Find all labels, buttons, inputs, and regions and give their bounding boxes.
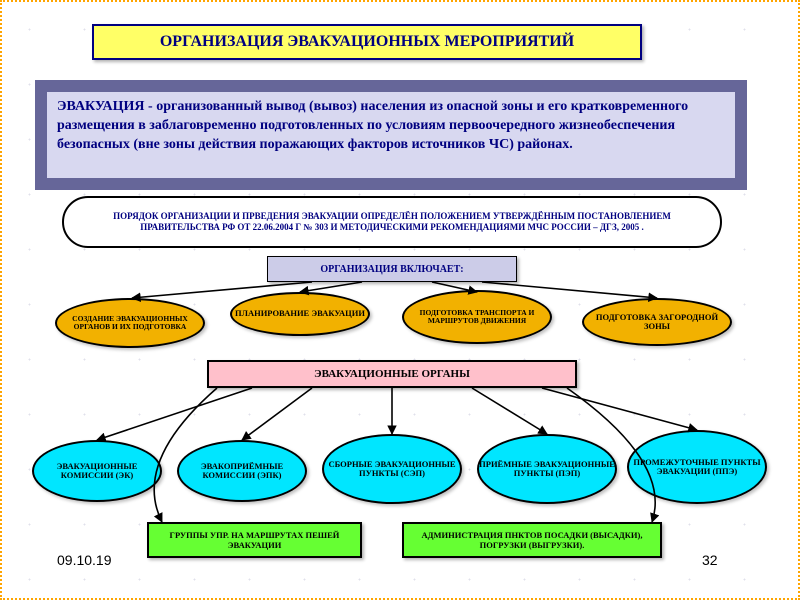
organ-node-label: СБОРНЫЕ ЭВАКУАЦИОННЫЕ ПУНКТЫ (СЭП)	[324, 460, 460, 479]
green-label: АДМИНИСТРАЦИЯ ПНКТОВ ПОСАДКИ (ВЫСАДКИ), …	[410, 530, 654, 550]
organ-node-label: ПРИЁМНЫЕ ЭВАКУАЦИОННЫЕ ПУНКТЫ (ПЭП)	[479, 460, 615, 479]
definition-box: ЭВАКУАЦИЯ - организованный вывод (вывоз)…	[35, 80, 747, 190]
page-number: 32	[702, 552, 718, 568]
date-text: 09.10.19	[57, 552, 112, 568]
org-node-label: ПОДГОТОВКА ТРАНСПОРТА И МАРШРУТОВ ДВИЖЕН…	[404, 309, 550, 326]
includes-label: ОРГАНИЗАЦИЯ ВКЛЮЧАЕТ:	[320, 264, 463, 275]
organ-node-label: ЭВАКУАЦИОННЫЕ КОМИССИИ (ЭК)	[34, 462, 160, 481]
organ-node-ppe: ПРОМЕЖУТОЧНЫЕ ПУНКТЫ ЭВАКУАЦИИ (ППЭ)	[627, 430, 767, 504]
green-label: ГРУППЫ УПР. НА МАРШРУТАХ ПЕШЕЙ ЭВАКУАЦИИ	[155, 530, 354, 550]
org-node-create: СОЗДАНИЕ ЭВАКУАЦИОННЫХ ОРГАНОВ И ИХ ПОДГ…	[55, 298, 205, 348]
definition-text: ЭВАКУАЦИЯ - организованный вывод (вывоз)…	[57, 99, 688, 152]
includes-box: ОРГАНИЗАЦИЯ ВКЛЮЧАЕТ:	[267, 256, 517, 282]
middle-box: ЭВАКУАЦИОННЫЕ ОРГАНЫ	[207, 360, 577, 388]
organ-node-epk: ЭВАКОПРИЁМНЫЕ КОМИССИИ (ЭПК)	[177, 440, 307, 502]
order-text: ПОРЯДОК ОРГАНИЗАЦИИ И ПРВЕДЕНИЯ ЭВАКУАЦИ…	[94, 211, 690, 233]
org-node-label: ПЛАНИРОВАНИЕ ЭВАКУАЦИИ	[235, 309, 365, 318]
green-admin-points: АДМИНИСТРАЦИЯ ПНКТОВ ПОСАДКИ (ВЫСАДКИ), …	[402, 522, 662, 558]
organ-node-ek: ЭВАКУАЦИОННЫЕ КОМИССИИ (ЭК)	[32, 440, 162, 502]
org-node-transport: ПОДГОТОВКА ТРАНСПОРТА И МАРШРУТОВ ДВИЖЕН…	[402, 290, 552, 344]
org-node-zone: ПОДГОТОВКА ЗАГОРОДНОЙ ЗОНЫ	[582, 298, 732, 346]
organ-node-label: ЭВАКОПРИЁМНЫЕ КОМИССИИ (ЭПК)	[179, 462, 305, 481]
slide: ОРГАНИЗАЦИЯ ЭВАКУАЦИОННЫХ МЕРОПРИЯТИЙ ЭВ…	[0, 0, 800, 600]
title-text: ОРГАНИЗАЦИЯ ЭВАКУАЦИОННЫХ МЕРОПРИЯТИЙ	[160, 33, 574, 51]
organ-node-pep: ПРИЁМНЫЕ ЭВАКУАЦИОННЫЕ ПУНКТЫ (ПЭП)	[477, 434, 617, 504]
green-group-routes: ГРУППЫ УПР. НА МАРШРУТАХ ПЕШЕЙ ЭВАКУАЦИИ	[147, 522, 362, 558]
organ-node-sep: СБОРНЫЕ ЭВАКУАЦИОННЫЕ ПУНКТЫ (СЭП)	[322, 434, 462, 504]
order-box: ПОРЯДОК ОРГАНИЗАЦИИ И ПРВЕДЕНИЯ ЭВАКУАЦИ…	[62, 196, 722, 248]
org-node-label: СОЗДАНИЕ ЭВАКУАЦИОННЫХ ОРГАНОВ И ИХ ПОДГ…	[57, 315, 203, 332]
org-node-label: ПОДГОТОВКА ЗАГОРОДНОЙ ЗОНЫ	[584, 313, 730, 332]
title-box: ОРГАНИЗАЦИЯ ЭВАКУАЦИОННЫХ МЕРОПРИЯТИЙ	[92, 24, 642, 60]
org-node-plan: ПЛАНИРОВАНИЕ ЭВАКУАЦИИ	[230, 292, 370, 336]
middle-label: ЭВАКУАЦИОННЫЕ ОРГАНЫ	[314, 368, 470, 380]
organ-node-label: ПРОМЕЖУТОЧНЫЕ ПУНКТЫ ЭВАКУАЦИИ (ППЭ)	[629, 458, 765, 477]
